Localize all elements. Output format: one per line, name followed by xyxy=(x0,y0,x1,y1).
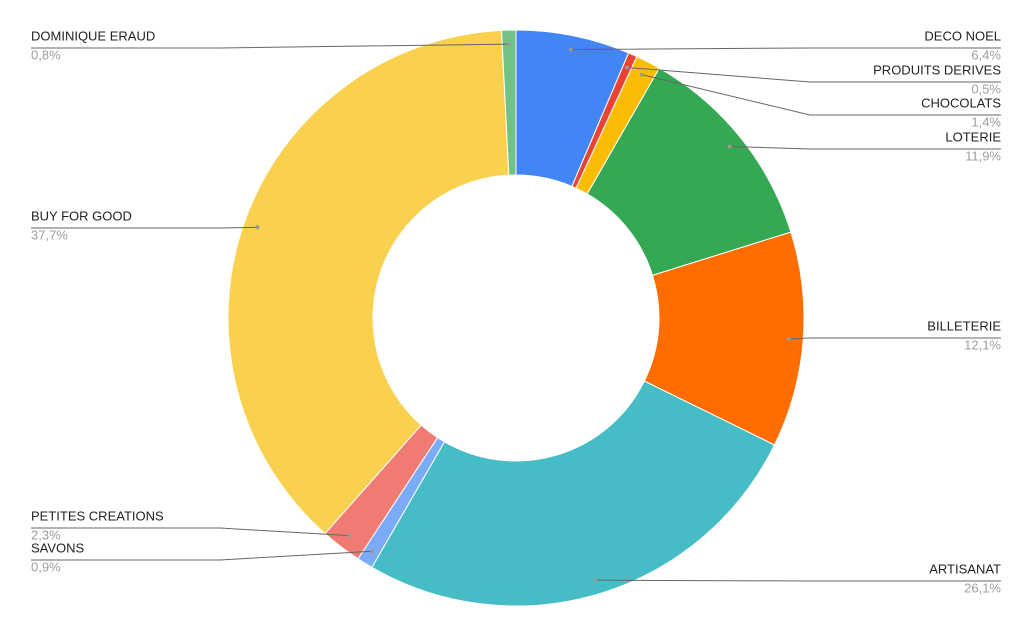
leader-line xyxy=(627,67,1001,83)
slice-label: PRODUITS DERIVES xyxy=(873,62,1001,77)
slice-label: BILLETERIE xyxy=(927,318,1001,333)
slice-label: PETITES CREATIONS xyxy=(31,508,164,523)
leader-line xyxy=(595,579,1001,582)
slice-value-label: 6,4% xyxy=(971,47,1001,62)
slice-value-label: 11,9% xyxy=(965,148,1001,163)
slice-label: DOMINIQUE ERAUD xyxy=(31,28,155,43)
slice-label: CHOCOLATS xyxy=(921,95,1001,110)
slice-label: SAVONS xyxy=(31,540,85,555)
slice xyxy=(227,29,510,535)
slice-value-label: 26,1% xyxy=(964,580,1001,595)
slice-label: ARTISANAT xyxy=(929,561,1001,576)
slice-value-label: 12,1% xyxy=(964,337,1001,352)
slice xyxy=(643,231,805,446)
leader-line xyxy=(641,74,1001,116)
leader-line xyxy=(789,337,1001,340)
slice-label: LOTERIE xyxy=(945,129,1001,144)
slice-value-label: 2,3% xyxy=(31,527,61,542)
leader-dot xyxy=(787,337,792,342)
leader-dot xyxy=(507,42,512,47)
leader-line xyxy=(729,145,1001,150)
leader-dot xyxy=(593,578,598,583)
leader-dot xyxy=(347,533,352,538)
slice-value-label: 1,4% xyxy=(971,114,1001,129)
leader-line xyxy=(31,550,373,561)
leader-dot xyxy=(727,144,732,149)
leader-dot xyxy=(639,72,644,77)
slice-value-label: 37,7% xyxy=(31,227,68,242)
slice-value-label: 0,9% xyxy=(31,559,61,574)
leader-dot xyxy=(625,65,630,70)
slice xyxy=(371,380,776,607)
leader-line xyxy=(31,226,258,229)
slice-label: DECO NOEL xyxy=(924,28,1001,43)
leader-line xyxy=(570,47,1001,51)
slice-label: BUY FOR GOOD xyxy=(31,208,132,223)
leader-dot xyxy=(255,225,260,230)
slice xyxy=(501,29,517,176)
leader-line xyxy=(31,43,510,49)
leader-dot xyxy=(568,47,573,52)
leader-dot xyxy=(370,549,375,554)
slice-value-label: 0,5% xyxy=(971,81,1001,96)
slice xyxy=(586,67,792,276)
leader-line xyxy=(31,527,350,537)
slice-value-label: 0,8% xyxy=(31,47,61,62)
